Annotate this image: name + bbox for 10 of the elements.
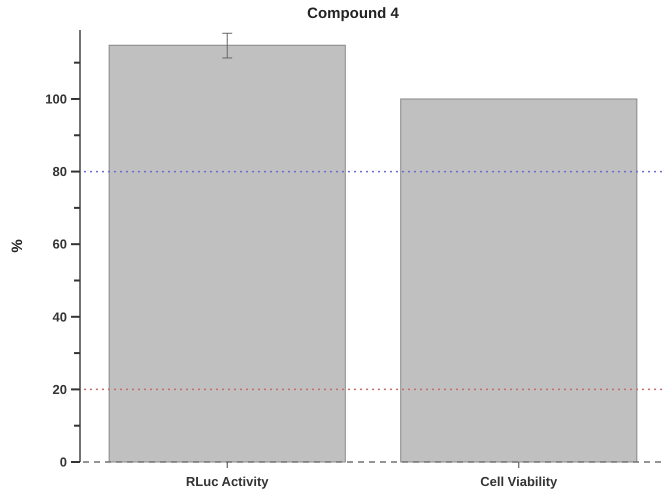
chart-title: Compound 4: [307, 5, 400, 22]
y-tick-label: 40: [52, 309, 67, 324]
y-axis-title: %: [9, 239, 26, 253]
y-tick-label: 100: [45, 92, 67, 107]
y-tick-label: 0: [60, 454, 67, 470]
y-tick-label: 60: [52, 236, 67, 252]
y-tick-label: 20: [52, 382, 67, 397]
y-tick-label: 80: [52, 164, 67, 180]
x-tick-label: RLuc Activity: [186, 474, 270, 489]
x-tick-label: Cell Viability: [480, 474, 558, 489]
